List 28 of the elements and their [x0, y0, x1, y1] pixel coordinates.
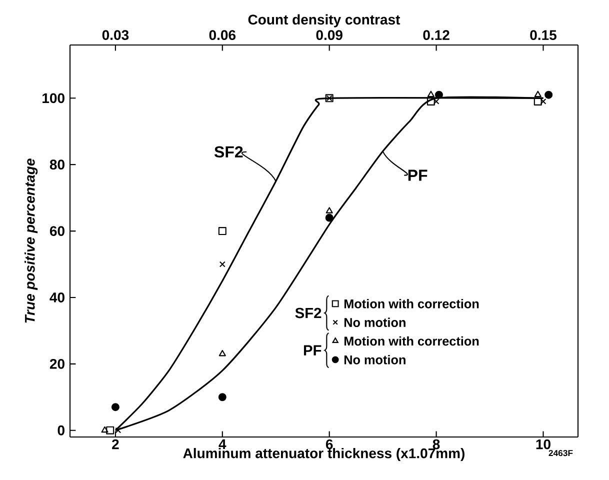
annotation: PF	[408, 170, 428, 181]
legend-label: Motion with correction	[344, 336, 479, 346]
legend-label: No motion	[344, 355, 406, 364]
text: 2463F	[548, 450, 573, 456]
y-tick-label: 80	[50, 160, 64, 170]
x-tick-label: 6	[326, 439, 333, 450]
y-tick-label: 20	[50, 358, 64, 369]
y-tick-label: 100	[42, 93, 64, 104]
y-tick-label: 0	[58, 425, 64, 436]
y-axis-title: True positive percentage	[24, 158, 38, 323]
x2-tick-label: 0.09	[316, 30, 342, 40]
x-axis-title: Aluminum attenuator thickness (x1.07mm)	[183, 448, 464, 462]
x2-tick-label: 0.15	[530, 30, 556, 40]
x-tick-label: 8	[432, 439, 440, 450]
x2-tick-label: 0.12	[423, 30, 450, 40]
annotation: SF2	[214, 146, 243, 158]
x2-axis-title: Count density contrast	[248, 14, 400, 28]
y-tick-label: 60	[50, 226, 64, 236]
y-tick-label: 40	[50, 292, 64, 302]
x-tick-label: 4	[218, 439, 226, 449]
x-tick-label: 10	[536, 439, 550, 450]
x2-tick-label: 0.06	[209, 30, 236, 40]
legend-label: No motion	[344, 318, 406, 327]
annotation: SF2	[295, 308, 322, 318]
annotation: PF	[304, 345, 322, 356]
x2-tick-label: 0.03	[102, 30, 129, 40]
x-tick-label: 2	[112, 439, 119, 450]
legend-label: Motion with correction	[344, 299, 479, 308]
